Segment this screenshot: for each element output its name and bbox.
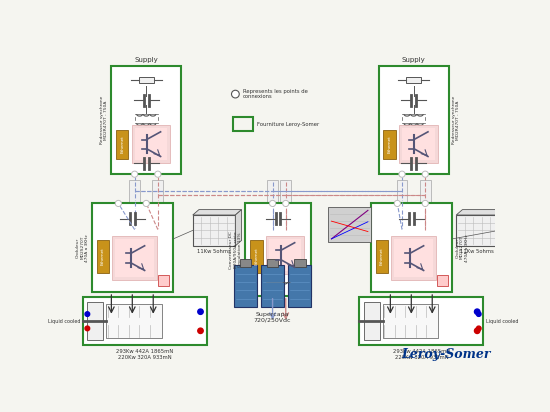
- Bar: [383, 129, 396, 159]
- Text: Ethernet: Ethernet: [254, 248, 258, 265]
- Text: Ethernet: Ethernet: [101, 248, 105, 265]
- Circle shape: [155, 171, 161, 177]
- Circle shape: [85, 326, 90, 331]
- Bar: [383, 304, 438, 338]
- Text: Onduleur
MD2S270T
470A a 3KHz: Onduleur MD2S270T 470A a 3KHz: [76, 234, 89, 262]
- Text: Supercapa
720/250Vdc: Supercapa 720/250Vdc: [254, 312, 292, 323]
- Text: 11Kw 5ohms: 11Kw 5ohms: [197, 249, 230, 254]
- Bar: [399, 125, 438, 164]
- Bar: [280, 208, 291, 229]
- Circle shape: [476, 326, 481, 331]
- Bar: [391, 236, 436, 281]
- Text: Fourniture Leroy-Somer: Fourniture Leroy-Somer: [257, 122, 320, 126]
- Text: Convertisseur DC
820A/950A crete
Onculation 13%: Convertisseur DC 820A/950A crete Onculat…: [229, 231, 243, 269]
- Bar: [456, 215, 499, 246]
- Bar: [129, 180, 140, 202]
- Circle shape: [270, 200, 276, 206]
- Bar: [288, 265, 311, 307]
- Circle shape: [476, 312, 481, 316]
- Bar: [267, 180, 278, 202]
- Bar: [394, 239, 433, 277]
- Text: Supply: Supply: [402, 56, 426, 63]
- Bar: [135, 128, 167, 160]
- Bar: [250, 240, 262, 273]
- Bar: [376, 240, 388, 273]
- Circle shape: [143, 200, 150, 206]
- Bar: [240, 259, 251, 267]
- Bar: [379, 66, 448, 174]
- Bar: [111, 66, 181, 174]
- Bar: [158, 275, 169, 286]
- Bar: [112, 236, 157, 281]
- Bar: [280, 180, 291, 202]
- Text: Ethernet: Ethernet: [388, 135, 392, 153]
- Text: Liquid cooled: Liquid cooled: [48, 319, 80, 324]
- Bar: [245, 204, 311, 296]
- Bar: [82, 297, 207, 345]
- Circle shape: [85, 312, 90, 316]
- Bar: [192, 215, 235, 246]
- Bar: [402, 128, 435, 160]
- Bar: [420, 180, 431, 202]
- Text: 293Kw 442A 1865mN
220Kw 320A 933mN: 293Kw 442A 1865mN 220Kw 320A 933mN: [116, 349, 173, 360]
- Bar: [269, 239, 301, 271]
- Text: Redresseur synchrone
MD2R470T - 750A: Redresseur synchrone MD2R470T - 750A: [100, 96, 108, 145]
- Bar: [437, 275, 448, 286]
- Text: Ethernet: Ethernet: [380, 248, 384, 265]
- Circle shape: [422, 171, 428, 177]
- Polygon shape: [456, 210, 505, 215]
- Circle shape: [475, 328, 480, 333]
- Polygon shape: [499, 210, 505, 246]
- Bar: [97, 240, 109, 273]
- Bar: [267, 259, 278, 267]
- Circle shape: [475, 309, 480, 314]
- Polygon shape: [192, 210, 241, 215]
- Bar: [234, 265, 257, 307]
- Bar: [116, 129, 129, 159]
- Text: Liquid cooled: Liquid cooled: [486, 319, 518, 324]
- Bar: [92, 204, 173, 292]
- Circle shape: [399, 171, 405, 177]
- Text: 11Kw 5ohms: 11Kw 5ohms: [460, 249, 494, 254]
- Bar: [152, 180, 163, 202]
- Bar: [87, 302, 103, 340]
- Polygon shape: [235, 210, 241, 246]
- Circle shape: [232, 90, 239, 98]
- Bar: [359, 297, 483, 345]
- Circle shape: [422, 200, 428, 206]
- Text: Supply: Supply: [134, 56, 158, 63]
- Text: Redresseur synchrone
MD2R470T - 750A: Redresseur synchrone MD2R470T - 750A: [452, 96, 460, 145]
- Bar: [261, 265, 284, 307]
- Circle shape: [198, 309, 203, 314]
- Bar: [233, 117, 253, 131]
- Bar: [267, 208, 278, 229]
- Circle shape: [394, 200, 400, 206]
- Text: Onduleur
MD2S270T
470A a 3KHz: Onduleur MD2S270T 470A a 3KHz: [455, 234, 469, 262]
- Bar: [406, 77, 421, 83]
- Circle shape: [116, 200, 122, 206]
- Bar: [328, 207, 371, 242]
- Bar: [397, 208, 408, 229]
- Bar: [152, 208, 163, 229]
- Bar: [266, 236, 304, 274]
- Bar: [116, 239, 154, 277]
- Bar: [397, 180, 408, 202]
- Bar: [131, 125, 170, 164]
- Circle shape: [283, 200, 289, 206]
- Bar: [364, 302, 380, 340]
- Bar: [294, 259, 305, 267]
- Bar: [420, 208, 431, 229]
- Bar: [371, 204, 452, 292]
- Bar: [129, 208, 140, 229]
- Text: 293Kw 442A 1865mN
220Kw 320A 933mN: 293Kw 442A 1865mN 220Kw 320A 933mN: [393, 349, 450, 360]
- Bar: [139, 77, 154, 83]
- Text: Ethernet: Ethernet: [120, 135, 124, 153]
- Bar: [106, 304, 162, 338]
- Text: Leroy-Somer: Leroy-Somer: [402, 348, 491, 361]
- Circle shape: [131, 171, 138, 177]
- Circle shape: [198, 328, 203, 333]
- Text: Represents les points de
connexions: Represents les points de connexions: [243, 89, 308, 100]
